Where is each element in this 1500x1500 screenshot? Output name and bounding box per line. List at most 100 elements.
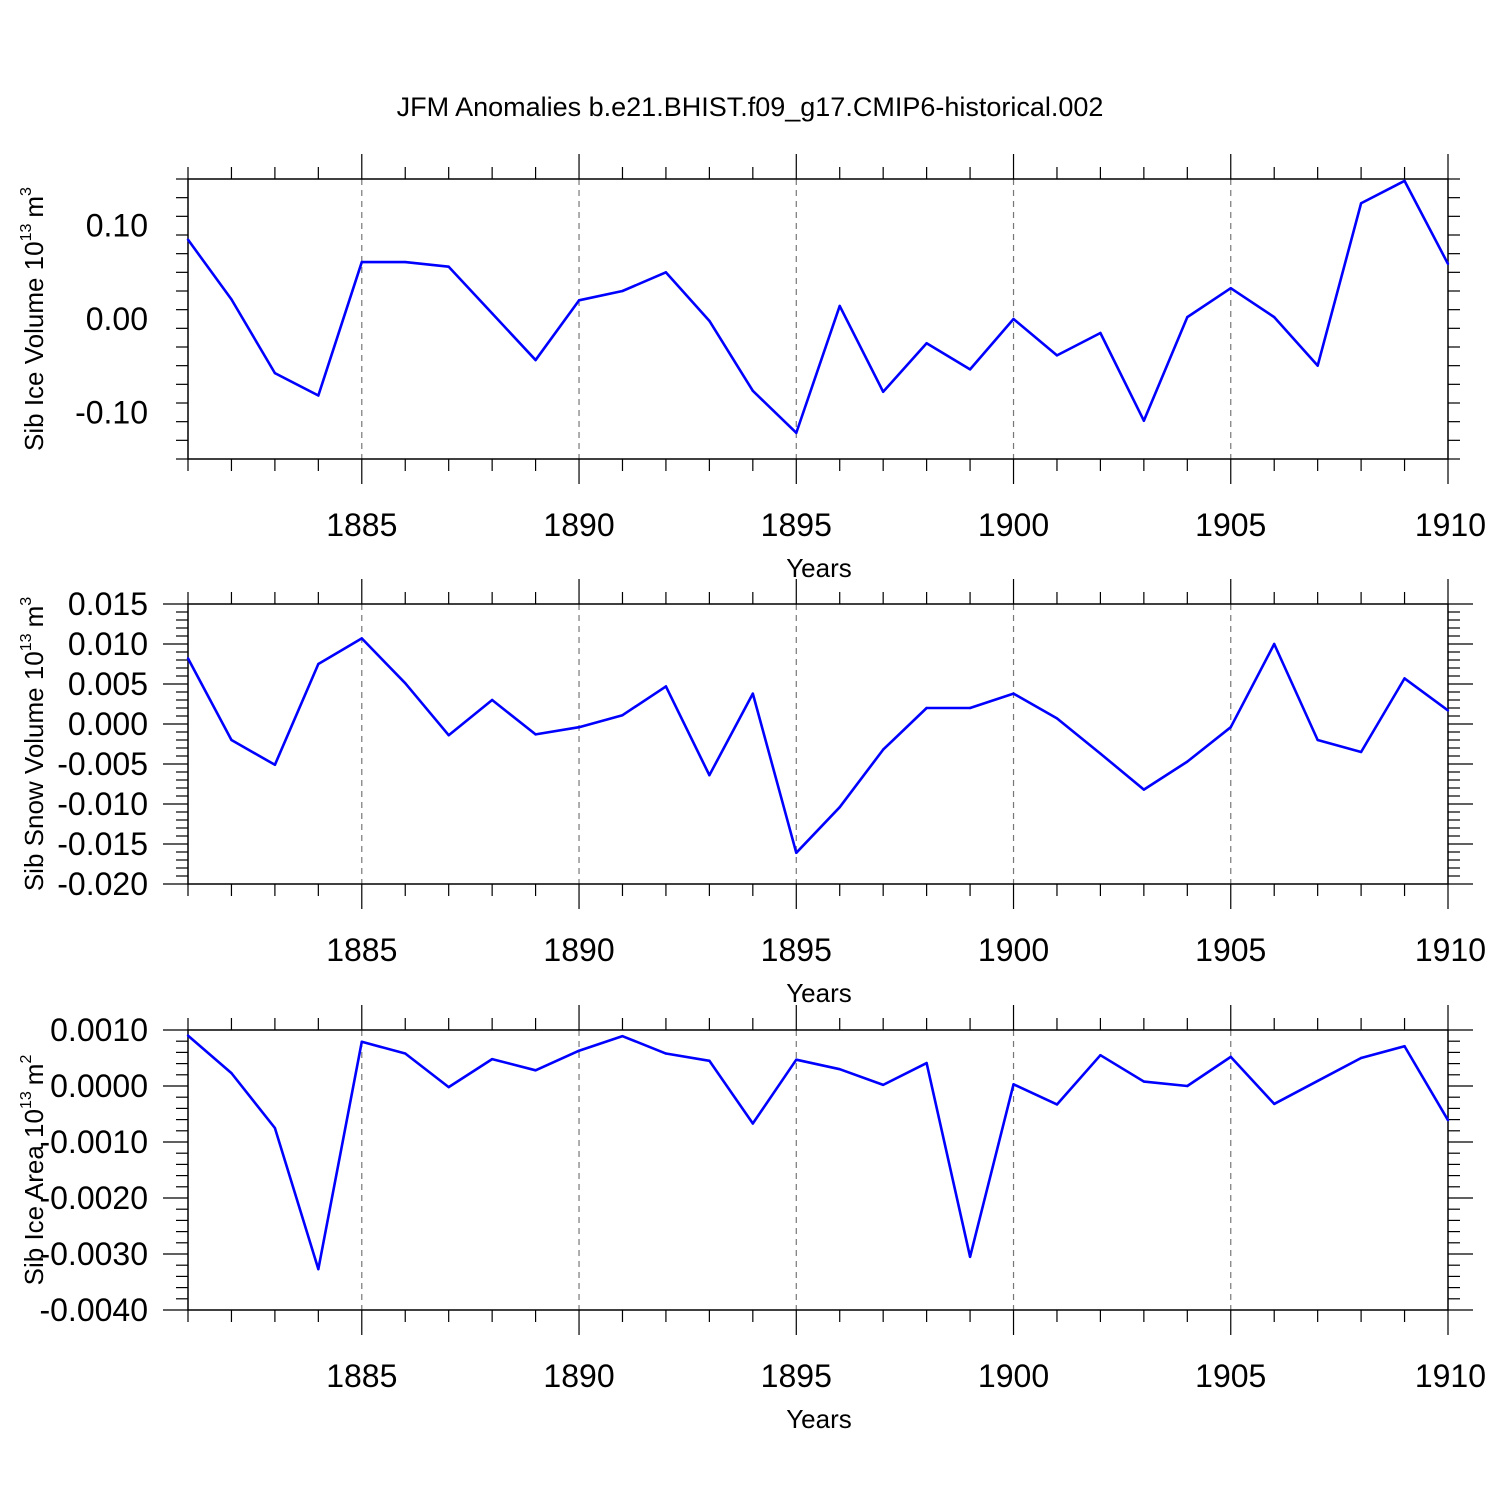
- data-line: [187, 1034, 1450, 1271]
- y-tick-label: 0.0000: [50, 1068, 148, 1104]
- data-point: [230, 1071, 233, 1075]
- data-point: [360, 1040, 363, 1043]
- x-tick-label: 1910: [1415, 1358, 1486, 1394]
- data-point: [1055, 717, 1059, 720]
- data-point: [1446, 709, 1450, 712]
- data-point: [186, 657, 190, 660]
- figure-title: JFM Anomalies b.e21.BHIST.f09_g17.CMIP6-…: [397, 92, 1104, 122]
- data-point: [1273, 1102, 1276, 1106]
- y-tick-label: 0.015: [68, 586, 148, 622]
- data-point: [1055, 354, 1059, 357]
- data-point: [881, 1083, 885, 1087]
- data-point: [1316, 1079, 1319, 1083]
- data-point: [1403, 677, 1406, 680]
- data-point: [1142, 419, 1146, 422]
- data-point: [534, 733, 537, 736]
- data-line: [186, 179, 1450, 435]
- y-axis-label-unit: m: [19, 196, 49, 218]
- data-point: [1099, 752, 1102, 755]
- x-tick-label: 1890: [543, 507, 614, 543]
- data-point: [708, 774, 711, 777]
- data-point: [273, 371, 277, 375]
- data-point: [1359, 750, 1363, 754]
- data-point: [447, 734, 450, 737]
- y-tick-label: -0.015: [57, 826, 148, 862]
- data-point: [838, 304, 841, 308]
- data-point: [751, 1122, 755, 1125]
- y-tick-label: -0.0020: [39, 1180, 148, 1216]
- data-point: [447, 1085, 450, 1089]
- panels: -0.10 0.00 0.10 1885 1890 1895 1900 1905 1910 Yea…: [18, 154, 1486, 1434]
- data-point: [751, 389, 755, 393]
- y-tick-label: -0.10: [75, 394, 148, 430]
- y-axis-label-unit-exponent: 3: [18, 597, 35, 606]
- data-point: [1142, 788, 1146, 791]
- data-point: [1446, 262, 1450, 266]
- y-tick-label: 0.10: [86, 208, 148, 244]
- data-point: [1186, 760, 1189, 763]
- x-tick-label: 1890: [543, 932, 614, 968]
- data-point: [838, 806, 841, 809]
- data-point: [925, 706, 928, 710]
- y-tick-label: 0.0010: [50, 1012, 148, 1048]
- data-point: [577, 1049, 581, 1052]
- x-tick-label: 1895: [761, 1358, 832, 1394]
- x-tick-label: 1885: [326, 507, 397, 543]
- y-tick-label: -0.020: [57, 866, 148, 902]
- data-point: [621, 714, 624, 717]
- x-tick-label: 1885: [326, 932, 397, 968]
- data-point: [795, 431, 798, 435]
- data-point: [968, 706, 972, 710]
- y-axis-label-exponent: 13: [18, 224, 35, 242]
- data-point: [186, 1034, 190, 1037]
- data-point: [664, 1052, 668, 1055]
- data-point: [1099, 331, 1102, 335]
- y-tick-label: -0.005: [57, 746, 148, 782]
- data-point: [317, 662, 320, 666]
- data-point: [534, 1069, 537, 1072]
- chart-panel-1: -0.10 0.00 0.10 1885 1890 1895 1900 1905 1910 Yea…: [18, 154, 1486, 583]
- x-tick-label: 1900: [978, 932, 1049, 968]
- y-tick-label: 0.00: [86, 301, 148, 337]
- data-point: [621, 289, 624, 293]
- data-point: [1316, 738, 1319, 742]
- x-tick-label: 1910: [1415, 932, 1486, 968]
- data-point: [708, 1059, 711, 1063]
- y-tick-label: 0.005: [68, 666, 148, 702]
- data-point: [925, 342, 928, 345]
- data-point: [1403, 1045, 1406, 1048]
- data-point: [1142, 1080, 1146, 1083]
- data-point: [881, 390, 885, 393]
- y-axis-label-text: Sib Ice Area 10: [19, 1109, 49, 1285]
- data-point: [1055, 1103, 1059, 1106]
- data-line: [186, 637, 1449, 855]
- y-axis-label-exponent: 13: [18, 1091, 35, 1109]
- x-tick-label: 1910: [1415, 507, 1486, 543]
- x-tick-label: 1905: [1195, 507, 1266, 543]
- y-tick-label: -0.0040: [39, 1292, 148, 1328]
- x-tick-label: 1885: [326, 1358, 397, 1394]
- data-point: [273, 763, 277, 766]
- data-point: [751, 692, 755, 695]
- data-point: [1186, 315, 1189, 319]
- data-point: [795, 1058, 798, 1061]
- data-point: [968, 1255, 972, 1259]
- plot-frame: [187, 1029, 1449, 1311]
- data-point: [490, 1057, 494, 1061]
- data-point: [881, 748, 885, 751]
- data-point: [1273, 642, 1276, 646]
- data-point: [1229, 726, 1232, 729]
- y-axis-label: Sib Ice Area 1013 m2: [18, 1055, 49, 1286]
- y-axis-label-unit: m: [19, 606, 49, 628]
- data-point: [490, 312, 494, 315]
- data-point: [317, 1267, 320, 1271]
- x-tick-label: 1900: [978, 1358, 1049, 1394]
- plot-frame: [187, 178, 1449, 460]
- y-axis-label-text: Sib Snow Volume 10: [19, 651, 49, 891]
- data-point: [1012, 1083, 1015, 1086]
- data-point: [404, 682, 407, 685]
- data-point: [1403, 179, 1406, 183]
- data-point: [1099, 1054, 1102, 1057]
- data-point: [708, 319, 711, 323]
